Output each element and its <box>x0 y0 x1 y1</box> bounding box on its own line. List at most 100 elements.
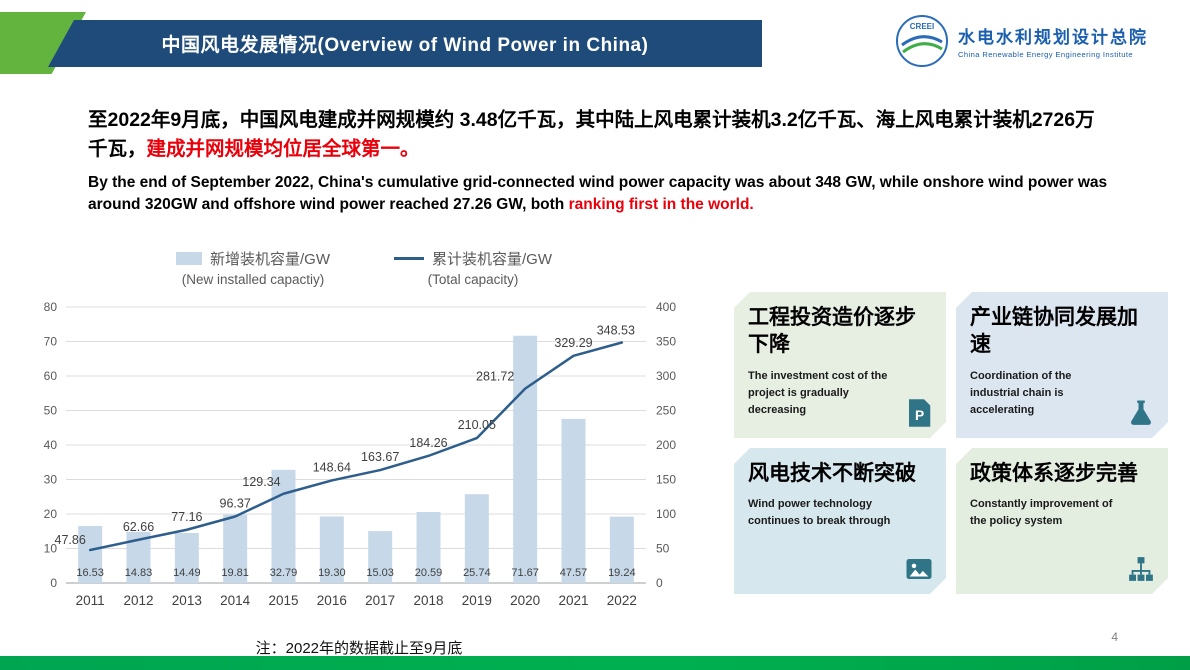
legend-line-sublabel: (Total capacity) <box>427 272 519 287</box>
intro-en-highlight: ranking first in the world. <box>568 195 754 213</box>
bar-value-label: 19.81 <box>221 567 249 579</box>
legend-bar-swatch <box>176 252 202 265</box>
left-axis-tick: 20 <box>44 507 58 521</box>
org-logo: CREEI 水电水利规划设计总院 China Renewable Energy … <box>895 14 1148 68</box>
left-axis-tick: 30 <box>44 473 58 487</box>
year-label: 2020 <box>510 593 540 608</box>
line-value-label: 129.34 <box>242 475 280 489</box>
line-value-label: 184.26 <box>409 436 447 450</box>
logo-badge-text: CREEI <box>910 22 934 31</box>
line-value-label: 148.64 <box>313 460 351 474</box>
bar-value-label: 71.67 <box>511 567 539 579</box>
wind-chart-svg: 0 10 20 30 40 50 60 70 80 0 50 100 150 200 250 300 350 40… <box>44 300 677 608</box>
line-value-label: 348.53 <box>597 324 635 338</box>
bar <box>174 533 199 583</box>
footer-bar <box>0 656 1190 670</box>
highlight-box: 政策体系逐步完善 Constantly improvement of the p… <box>956 448 1168 594</box>
line-value-label: 163.67 <box>361 450 399 464</box>
highlight-body: Wind power technology continues to break… <box>748 498 891 528</box>
line-value-label: 62.66 <box>123 520 154 534</box>
intro-cn-highlight: 建成并网规模均位居全球第一。 <box>146 138 420 161</box>
right-axis-tick: 150 <box>656 473 676 487</box>
legend-bar-label: 新增装机容量/GW <box>210 251 330 268</box>
legend-item-new-capacity: 新增装机容量/GW (New installed capactiy) <box>176 248 330 287</box>
cumulative-line <box>88 341 624 552</box>
right-axis-tick: 250 <box>656 404 676 418</box>
chart-note: 注：2022年的数据截止至9月底 <box>255 640 463 657</box>
flask-icon <box>1126 398 1156 428</box>
intro-cn-main: 至2022年9月底，中国风电建成并网规模约 3.48亿千瓦，其中陆上风电累计装机… <box>88 109 1095 161</box>
intro-cn: 至2022年9月底，中国风电建成并网规模约 3.48亿千瓦，其中陆上风电累计装机… <box>88 106 1110 165</box>
year-label: 2022 <box>607 593 637 608</box>
org-name-en: China Renewable Energy Engineering Insti… <box>958 50 1134 59</box>
left-axis-tick: 0 <box>50 576 57 590</box>
bar-value-label: 19.24 <box>608 567 636 579</box>
right-axis-tick: 100 <box>656 507 676 521</box>
right-axis-tick: 400 <box>656 300 676 314</box>
intro-en: By the end of September 2022, China's cu… <box>88 172 1110 217</box>
bar <box>561 418 586 583</box>
bar-value-label: 32.79 <box>270 567 298 579</box>
right-axis-tick: 300 <box>656 369 676 383</box>
bar <box>513 335 538 583</box>
bar <box>271 469 296 583</box>
year-label: 2018 <box>413 593 443 608</box>
left-axis-tick: 60 <box>44 369 58 383</box>
document-p-icon: P <box>904 398 934 428</box>
bar <box>609 516 634 583</box>
intro-paragraph: 至2022年9月底，中国风电建成并网规模约 3.48亿千瓦，其中陆上风电累计装机… <box>88 106 1110 216</box>
line-value-label: 96.37 <box>220 497 251 511</box>
intro-en-main: By the end of September 2022, China's cu… <box>88 173 1108 213</box>
highlight-title: 风电技术不断突破 <box>748 462 916 485</box>
left-axis-tick: 80 <box>44 300 58 314</box>
line-value-label: 77.16 <box>171 510 202 524</box>
org-chart-icon <box>1126 554 1156 584</box>
bar <box>416 511 441 583</box>
bar-value-label: 19.30 <box>318 567 346 579</box>
highlight-title: 产业链协同发展加速 <box>970 306 1138 357</box>
year-label: 2012 <box>123 593 153 608</box>
bar-value-label: 14.49 <box>173 567 201 579</box>
left-axis-tick: 10 <box>44 542 58 556</box>
svg-text:P: P <box>915 408 924 423</box>
header-banner: 中国风电发展情况(Overview of Wind Power in China… <box>48 20 762 67</box>
line-value-label: 47.86 <box>55 533 86 547</box>
page-title: 中国风电发展情况(Overview of Wind Power in China… <box>161 35 649 56</box>
bar-value-label: 25.74 <box>463 567 491 579</box>
year-label: 2021 <box>558 593 588 608</box>
page-number: 4 <box>1111 630 1118 644</box>
highlight-title: 政策体系逐步完善 <box>970 462 1138 485</box>
bar-value-label: 14.83 <box>125 567 153 579</box>
chart-legend: 新增装机容量/GW (New installed capactiy) 累计装机容… <box>14 248 714 287</box>
bar <box>223 514 248 583</box>
legend-bar-sublabel: (New installed capactiy) <box>181 272 325 287</box>
bar <box>464 494 489 583</box>
year-label: 2019 <box>462 593 492 608</box>
highlight-title: 工程投资造价逐步下降 <box>748 306 916 357</box>
highlight-body: Constantly improvement of the policy sys… <box>970 498 1113 528</box>
legend-line-swatch <box>394 257 424 260</box>
left-axis-tick: 40 <box>44 438 58 452</box>
legend-item-total-capacity: 累计装机容量/GW (Total capacity) <box>394 248 552 287</box>
right-axis-tick: 350 <box>656 335 676 349</box>
bar-value-label: 20.59 <box>415 567 443 579</box>
year-label: 2011 <box>76 593 105 608</box>
highlight-box: 产业链协同发展加速 Coordination of the industrial… <box>956 292 1168 438</box>
year-label: 2013 <box>172 593 202 608</box>
creei-globe-swirl-icon: CREEI <box>896 15 948 67</box>
highlight-body: Coordination of the industrial chain is … <box>970 369 1072 416</box>
bar-value-label: 16.53 <box>76 567 104 579</box>
year-label: 2014 <box>220 593 251 608</box>
bar-value-label: 47.57 <box>560 567 588 579</box>
wind-capacity-chart: 新增装机容量/GW (New installed capactiy) 累计装机容… <box>14 248 714 658</box>
year-label: 2016 <box>317 593 347 608</box>
legend-line-label: 累计装机容量/GW <box>432 251 552 268</box>
left-axis-tick: 50 <box>44 404 58 418</box>
line-value-label: 329.29 <box>554 336 592 350</box>
line-value-label: 281.72 <box>476 370 514 384</box>
org-name-cn: 水电水利规划设计总院 <box>958 28 1148 47</box>
bar <box>319 516 344 583</box>
line-value-label: 210.05 <box>458 418 496 432</box>
bar <box>368 531 393 583</box>
